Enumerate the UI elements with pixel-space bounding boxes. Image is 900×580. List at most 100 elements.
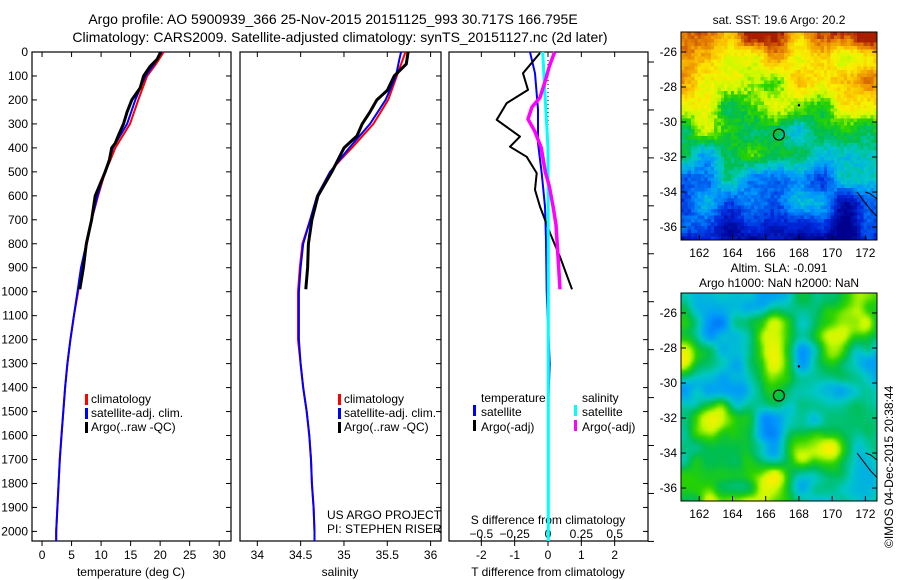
legend-marker	[85, 408, 88, 419]
y-tick-label: 100	[8, 69, 28, 83]
x-tick-label: 10	[94, 548, 108, 562]
series-s-argo-adj-	[526, 51, 562, 290]
x-tick-label: -1	[509, 548, 520, 562]
y-tick-label: 1000	[1, 285, 28, 299]
x-tick-label: 35	[337, 548, 351, 562]
map-x-tick-label: 164	[722, 246, 742, 260]
sla-map-frame	[680, 292, 878, 502]
diff-legend-temp-title: temperature	[481, 391, 546, 405]
y-tick-label: 1100	[2, 309, 28, 323]
series-climatology	[297, 51, 407, 541]
y-tick-label: 700	[8, 213, 28, 227]
series-argo-raw-qc-	[78, 51, 163, 290]
map-y-tick-label: -36	[660, 220, 678, 234]
x2-tick-label: 0.25	[570, 527, 594, 541]
map-y-tick-label: -32	[660, 411, 678, 425]
map-x-tick-label: 162	[689, 246, 709, 260]
title-line-2: Climatology: CARS2009. Satellite-adjuste…	[72, 29, 607, 45]
y-tick-label: 300	[8, 117, 28, 131]
legend-marker	[473, 405, 476, 416]
x-tick-label: 34	[251, 548, 265, 562]
sla-map-title: Altim. SLA: -0.091	[731, 261, 828, 275]
temp-xlabel: temperature (deg C)	[77, 565, 185, 579]
temp-legend-satellite: satellite-adj. clim.	[91, 406, 183, 420]
diff-legend-sal-argo: Argo(-adj)	[582, 420, 635, 434]
series-satellite-adj-clim-	[297, 51, 403, 541]
y-tick-label: 1300	[1, 357, 28, 371]
coastline	[856, 452, 878, 479]
sst-map-title: sat. SST: 19.6 Argo: 20.2	[713, 13, 846, 27]
series-s-satellite	[541, 51, 550, 541]
map-y-tick-label: -28	[660, 80, 678, 94]
map-y-tick-label: -34	[660, 185, 678, 199]
x-tick-label: 1	[578, 548, 585, 562]
y-tick-label: 1200	[1, 333, 28, 347]
y-tick-label: 1400	[1, 381, 28, 395]
y-tick-label: 1900	[1, 500, 28, 514]
x-tick-label: 5	[68, 548, 75, 562]
diff-legend-sal-title: salinity	[582, 391, 619, 405]
map-x-tick-label: 172	[855, 246, 875, 260]
map-y-tick-label: -30	[660, 115, 678, 129]
y-tick-label: 1800	[1, 476, 28, 490]
map-x-tick-label: 162	[689, 507, 709, 521]
annotation-pi: PI: STEPHEN RISER	[327, 522, 442, 536]
series-t-argo-adj-	[495, 52, 573, 290]
map-x-tick-label: 166	[756, 246, 776, 260]
map-y-tick-label: -32	[660, 150, 678, 164]
argo-location-marker	[772, 389, 786, 402]
y-tick-label: 900	[8, 261, 28, 275]
argo-location-marker	[772, 128, 786, 141]
y-tick-label: 1700	[1, 453, 28, 467]
legend-marker	[85, 422, 88, 433]
coastline	[856, 191, 878, 218]
imos-credit: ©IMOS 04-Dec-2015 20:38:44	[882, 385, 896, 548]
x-tick-label: 30	[213, 548, 227, 562]
map-x-tick-label: 164	[722, 507, 742, 521]
series-climatology	[55, 51, 165, 541]
y-tick-label: 1500	[1, 405, 28, 419]
x2-tick-label: −0.25	[499, 527, 530, 541]
map-x-tick-label: 168	[789, 246, 809, 260]
sla-map-image	[681, 293, 877, 501]
x-tick-label: 0	[545, 548, 552, 562]
x-tick-label: 2	[611, 548, 618, 562]
annotation-project: US ARGO PROJECT	[327, 508, 442, 522]
series-argo-raw-qc-	[304, 51, 410, 290]
y-tick-label: 0	[21, 45, 28, 59]
sal-xlabel: salinity	[322, 565, 359, 579]
y-tick-label: 600	[8, 189, 28, 203]
map-y-tick-label: -34	[660, 446, 678, 460]
island-marker	[797, 365, 801, 368]
sal-legend-argo: Argo(..raw -QC)	[344, 420, 429, 434]
legend-marker	[473, 420, 476, 431]
x-tick-label: 35.5	[376, 548, 400, 562]
diff-legend-temp-argo: Argo(-adj)	[481, 420, 534, 434]
map-x-tick-label: 166	[756, 507, 776, 521]
diff-legend-temp-satellite: satellite	[481, 405, 522, 419]
sst-map-image	[681, 32, 877, 240]
sla-map-subtitle: Argo h1000: NaN h2000: NaN	[699, 276, 859, 290]
map-y-tick-label: -28	[660, 341, 678, 355]
y-tick-label: 200	[8, 93, 28, 107]
map-x-tick-label: 168	[789, 507, 809, 521]
y-tick-label: 800	[8, 237, 28, 251]
title-line-1: Argo profile: AO 5900939_366 25-Nov-2015…	[88, 11, 577, 27]
x-tick-label: 36	[424, 548, 438, 562]
series-satellite-adj-clim-	[55, 51, 163, 541]
y-tick-label: 500	[8, 165, 28, 179]
y-tick-label: 1600	[1, 429, 28, 443]
map-x-tick-label: 170	[822, 507, 842, 521]
panel-frame-salinity	[239, 51, 442, 542]
island-marker	[797, 104, 801, 107]
x-tick-label: 15	[124, 548, 138, 562]
diff-legend-sal-satellite: satellite	[582, 405, 623, 419]
y-tick-label: 2000	[1, 524, 28, 538]
map-y-tick-label: -26	[660, 45, 678, 59]
x-tick-label: 25	[183, 548, 197, 562]
x-tick-label: 34.5	[289, 548, 313, 562]
x2-tick-label: −0.5	[469, 527, 493, 541]
temp-legend-argo: Argo(..raw -QC)	[91, 420, 176, 434]
sst-map-frame	[680, 31, 878, 241]
